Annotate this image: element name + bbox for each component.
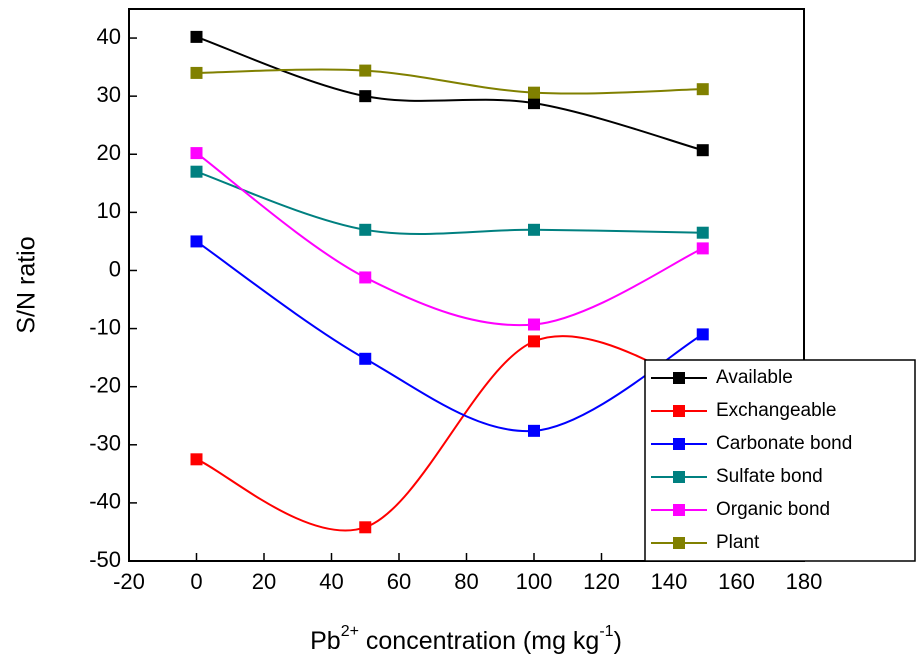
legend-label: Exchangeable [716, 400, 836, 421]
data-point [190, 165, 203, 178]
data-point [190, 147, 203, 160]
y-axis-label: S/N ratio [13, 236, 41, 333]
x-axis-label-part: concentration (mg kg [359, 627, 599, 655]
legend-marker [673, 405, 685, 417]
y-tick-label: 40 [97, 24, 121, 49]
series-line [195, 152, 704, 327]
y-tick-label: 10 [97, 198, 121, 223]
data-point [696, 144, 709, 157]
data-point [696, 83, 709, 96]
x-axis-label-sup: 2+ [341, 623, 359, 640]
series-line [196, 35, 704, 152]
y-tick-label: 30 [97, 82, 121, 107]
x-tick-label: -20 [113, 569, 145, 594]
x-tick-label: 80 [454, 569, 478, 594]
legend-marker [673, 504, 685, 516]
y-tick-label: -30 [89, 431, 121, 456]
plot-frame [128, 8, 805, 562]
data-point [696, 328, 709, 341]
series-line [196, 170, 703, 235]
legend-marker [673, 471, 685, 483]
series-line [196, 68, 703, 95]
legend-label: Available [716, 367, 793, 388]
legend-label: Carbonate bond [716, 433, 852, 454]
legend-marker [673, 537, 685, 549]
legend-box [644, 359, 916, 562]
x-tick-label: 120 [583, 569, 620, 594]
data-point [190, 453, 203, 466]
y-tick-label: -20 [89, 372, 121, 397]
data-point [528, 223, 540, 236]
x-tick-label: 140 [651, 569, 688, 594]
data-point [696, 242, 709, 255]
data-point [528, 424, 540, 437]
x-tick-label: 180 [786, 569, 823, 594]
y-tick-label: -10 [89, 314, 121, 339]
x-tick-label: 100 [516, 569, 553, 594]
data-point [528, 86, 540, 99]
y-tick-label: -50 [89, 547, 121, 572]
x-tick-label: 40 [319, 569, 343, 594]
x-tick-label: 20 [252, 569, 276, 594]
data-point [359, 90, 372, 103]
data-point [190, 66, 203, 79]
x-axis-label-part: ) [614, 627, 622, 655]
x-tick-label: 0 [190, 569, 202, 594]
legend-marker [673, 372, 685, 384]
data-point [190, 235, 203, 248]
y-tick-label: 20 [97, 140, 121, 165]
data-point [359, 223, 372, 236]
data-point [696, 226, 709, 239]
x-tick-label: 60 [387, 569, 411, 594]
x-axis-label: Pb2+ concentration (mg kg-1) [310, 623, 622, 654]
data-point [528, 97, 540, 110]
data-point [359, 521, 372, 534]
data-point [359, 64, 372, 77]
series-line [195, 240, 704, 432]
x-axis-label-sup: -1 [599, 623, 613, 640]
data-point [528, 318, 540, 331]
data-point [528, 335, 540, 348]
legend-marker [673, 438, 685, 450]
x-axis-label-part: Pb [310, 627, 341, 655]
x-tick-label: 160 [718, 569, 755, 594]
data-point [359, 352, 372, 365]
data-point [359, 271, 372, 284]
data-point [190, 30, 203, 43]
series-line [196, 335, 704, 532]
legend-label: Sulfate bond [716, 466, 823, 487]
y-tick-label: -40 [89, 489, 121, 514]
legend-label: Plant [716, 532, 760, 553]
legend-label: Organic bond [716, 499, 830, 520]
y-tick-label: 0 [109, 256, 121, 281]
